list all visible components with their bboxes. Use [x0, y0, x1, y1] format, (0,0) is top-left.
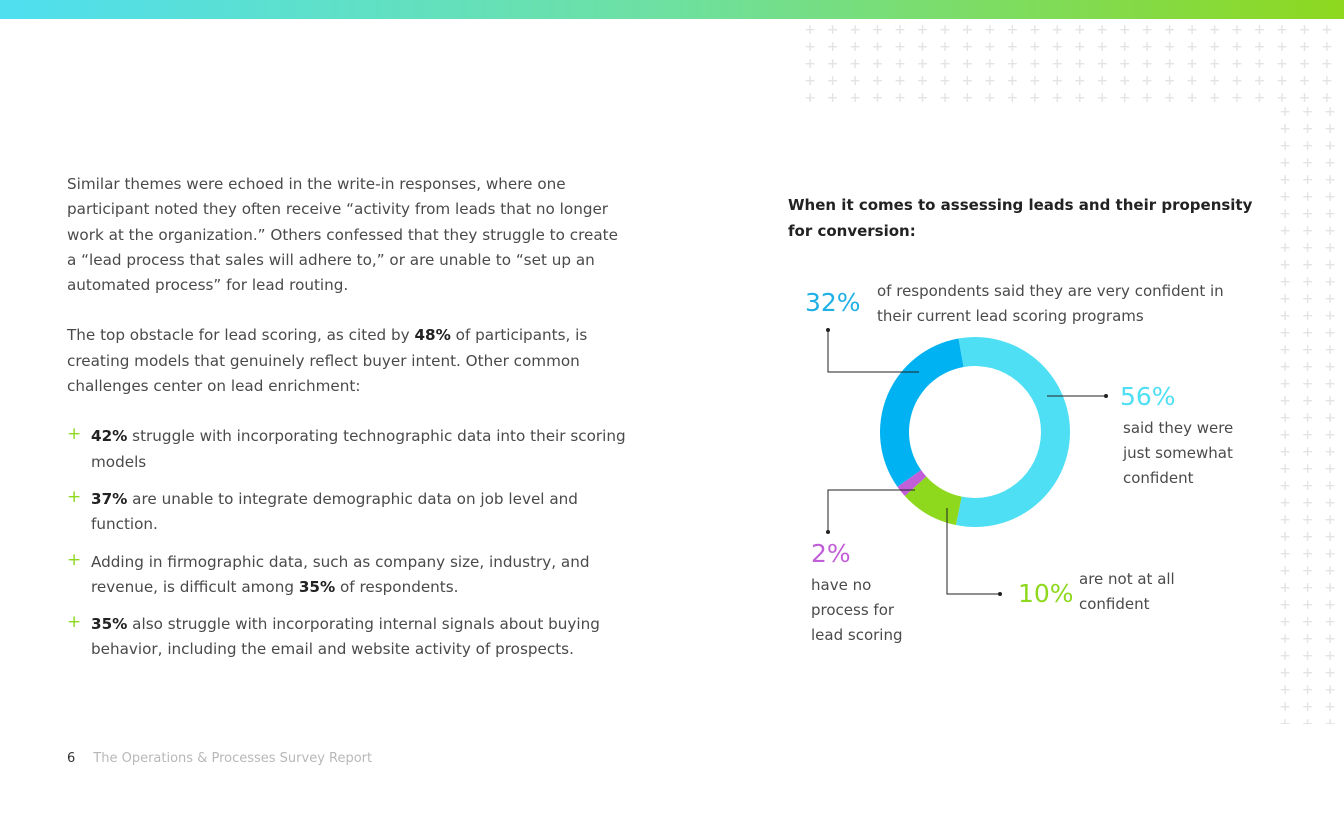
- list-item: +42% struggle with incorporating technog…: [67, 424, 626, 471]
- data-label-10: 10%: [1018, 579, 1074, 608]
- plus-pattern-decoration: + + + + + + + + + + + + + + + + + + + + …: [805, 22, 1334, 104]
- plus-pattern-decoration: + + + + + + + + + + + + + + + + + + + + …: [1280, 104, 1337, 724]
- body-text: Similar themes were echoed in the write-…: [67, 172, 627, 675]
- list-item: +35% also struggle with incorporating in…: [67, 612, 600, 659]
- bullet-list: +42% struggle with incorporating technog…: [67, 424, 627, 662]
- paragraph: The top obstacle for lead scoring, as ci…: [67, 326, 588, 396]
- chart-title: When it comes to assessing leads and the…: [788, 196, 1253, 240]
- list-item: +37% are unable to integrate demographic…: [67, 486, 578, 534]
- label-not-confident: are not at all confident: [1079, 570, 1175, 613]
- plus-icon: +: [67, 549, 82, 570]
- paragraph: Similar themes were echoed in the write-…: [67, 175, 618, 295]
- leader-line-10: [946, 508, 1000, 595]
- leader-dot: [1104, 394, 1108, 398]
- plus-icon: +: [67, 486, 82, 507]
- label-no-process: have no process for lead scoring: [811, 576, 903, 644]
- donut-slice-56: [955, 337, 1071, 527]
- label-somewhat-confident: said they were just somewhat confident: [1123, 419, 1234, 487]
- plus-icon: +: [67, 612, 82, 633]
- footer: 6 The Operations & Processes Survey Repor…: [67, 751, 372, 766]
- report-title: The Operations & Processes Survey Report: [93, 751, 373, 766]
- leader-line-32: [827, 330, 919, 373]
- data-label-32: 32%: [805, 288, 861, 317]
- leader-dot: [998, 592, 1002, 596]
- chart-panel: [727, 104, 1275, 748]
- page-number: 6: [67, 751, 76, 766]
- list-item: + Adding in firmographic data, such as co…: [67, 549, 590, 596]
- data-label-2: 2%: [811, 539, 851, 568]
- data-label-56: 56%: [1120, 382, 1176, 411]
- donut-slice-32: [879, 338, 964, 487]
- donut-slice-10: [904, 476, 962, 526]
- leader-dot: [826, 530, 830, 534]
- gradient-top-bar: [0, 0, 1344, 19]
- leader-lines: [827, 330, 1106, 595]
- leader-dot: [826, 328, 830, 332]
- plus-icon: +: [67, 424, 82, 445]
- leader-line-2: [827, 489, 915, 532]
- label-very-confident: of respondents said they are very confid…: [877, 282, 1224, 325]
